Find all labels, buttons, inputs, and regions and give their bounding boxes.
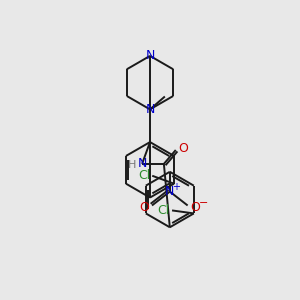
Text: +: +	[172, 182, 180, 192]
Text: N: N	[145, 50, 155, 62]
Text: O: O	[139, 201, 149, 214]
Text: N: N	[145, 103, 155, 116]
Text: H: H	[128, 160, 136, 170]
Text: N: N	[137, 158, 147, 170]
Text: O: O	[179, 142, 189, 154]
Text: Cl: Cl	[138, 169, 150, 182]
Text: Cl: Cl	[157, 204, 169, 217]
Text: −: −	[199, 197, 208, 208]
Text: N: N	[165, 185, 175, 198]
Text: O: O	[190, 201, 200, 214]
